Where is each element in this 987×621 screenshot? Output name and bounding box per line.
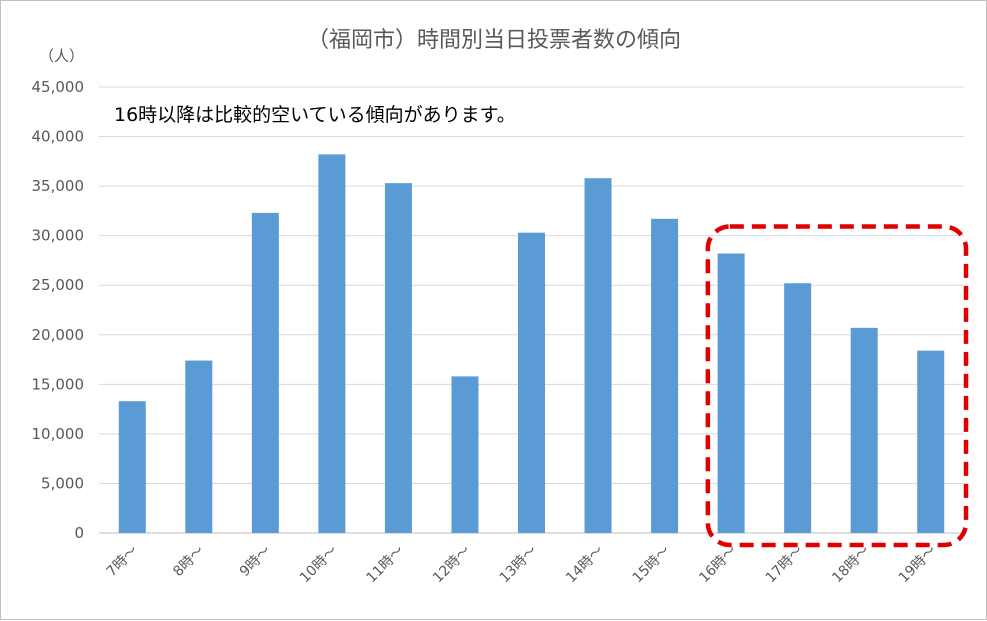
x-tick-label: 18時～ xyxy=(829,543,873,587)
bar xyxy=(584,178,612,533)
x-tick-label: 17時～ xyxy=(763,543,807,587)
bar xyxy=(784,283,812,533)
y-tick-label: 45,000 xyxy=(32,78,85,96)
y-tick-label: 20,000 xyxy=(32,326,85,344)
x-tick-label: 15時～ xyxy=(630,543,674,587)
highlight-rectangle xyxy=(705,224,969,548)
bar xyxy=(185,360,213,533)
bar xyxy=(251,212,279,534)
bar xyxy=(518,232,545,533)
y-tick-label: 0 xyxy=(74,524,84,542)
x-tick-label: 14時～ xyxy=(563,543,607,587)
bars xyxy=(118,154,945,534)
y-tick-label: 35,000 xyxy=(32,177,85,195)
x-tick-label: 12時～ xyxy=(430,543,474,587)
bar xyxy=(318,154,346,533)
y-tick-label: 5,000 xyxy=(41,474,84,492)
y-axis-unit: （人） xyxy=(39,47,84,65)
y-axis-ticks: 0 5,000 10,000 15,000 20,000 25,000 30,000 35,0… xyxy=(32,78,85,542)
bar xyxy=(384,183,412,534)
bar xyxy=(850,327,878,533)
x-tick-label: 8時～ xyxy=(170,543,207,580)
y-tick-label: 15,000 xyxy=(32,375,85,393)
x-tick-label: 19時～ xyxy=(896,543,940,587)
highlight-box xyxy=(705,224,969,548)
y-tick-label: 30,000 xyxy=(32,227,85,245)
bar xyxy=(118,401,146,533)
bar xyxy=(451,376,479,533)
y-tick-label: 25,000 xyxy=(32,276,85,294)
y-tick-label: 40,000 xyxy=(32,128,85,146)
chart-title: （福岡市）時間別当日投票者数の傾向 xyxy=(307,28,681,53)
bar xyxy=(717,253,745,534)
x-tick-label: 9時～ xyxy=(237,543,274,580)
bar xyxy=(651,218,679,533)
chart-annotation: 16時以降は比較的空いている傾向があります。 xyxy=(114,104,516,126)
x-tick-label: 16時～ xyxy=(696,543,740,587)
x-axis-ticks: 7時～ 8時～ 9時～ 10時～ 11時～ 12時～ 13時～ 14時～ 15時～ 16時～ 17時… xyxy=(104,543,940,587)
x-tick-label: 10時～ xyxy=(297,543,341,587)
x-tick-label: 7時～ xyxy=(104,543,141,580)
bar xyxy=(917,350,945,533)
x-tick-label: 11時～ xyxy=(364,543,408,587)
y-tick-label: 10,000 xyxy=(32,425,85,443)
x-tick-label: 13時～ xyxy=(497,543,541,587)
